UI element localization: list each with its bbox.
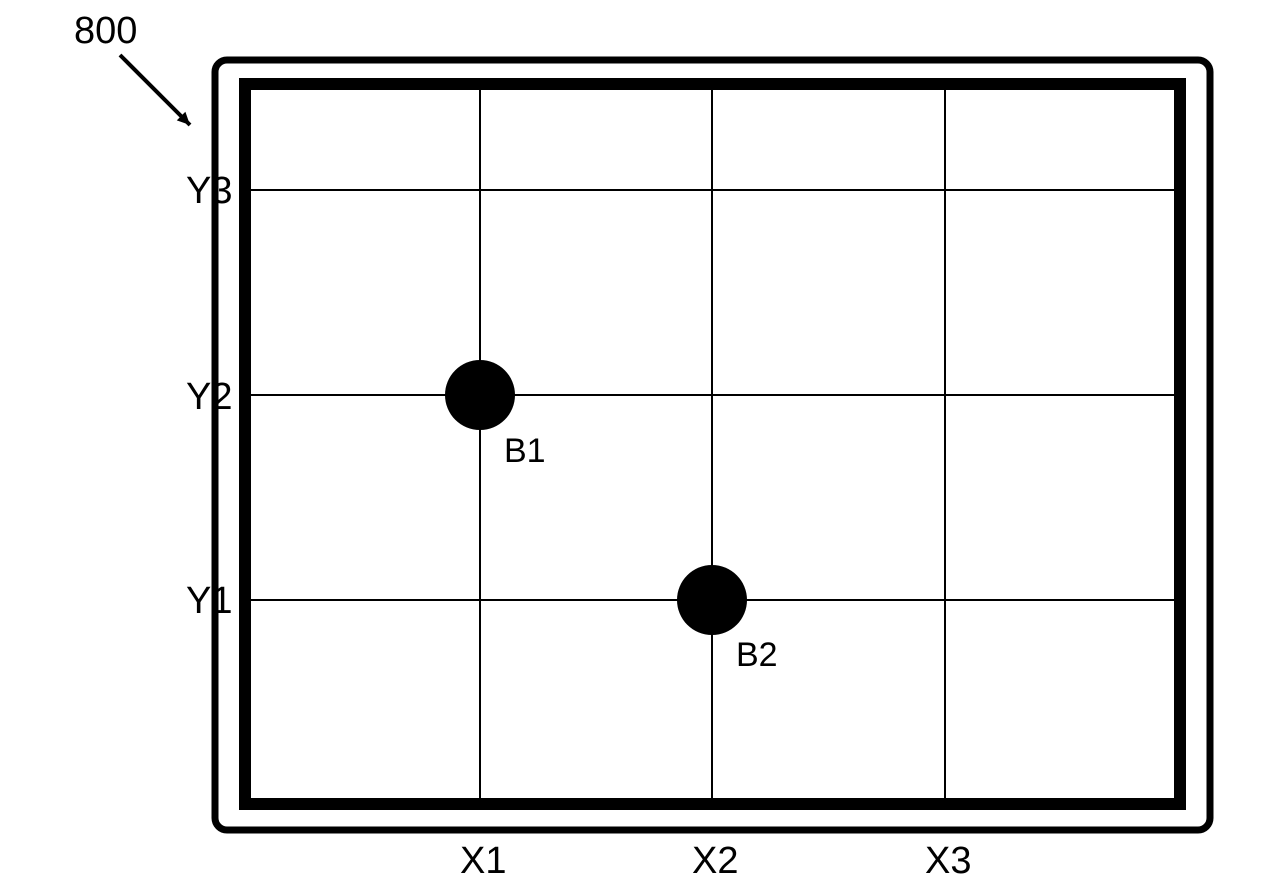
figure-ref-label: 800 [74,10,137,53]
x-axis-label-x2: X2 [692,840,738,883]
point-label-b1: B1 [504,432,546,471]
data-point-b1 [445,360,515,430]
diagram-svg [0,0,1267,896]
point-label-b2: B2 [736,636,778,675]
diagram-container: 800 X1 X2 X3 Y3 Y2 Y1 B1 B2 [0,0,1267,896]
x-axis-label-x1: X1 [460,840,506,883]
ref-pointer-arrow [120,55,190,125]
y-axis-label-y3: Y3 [186,170,232,213]
x-axis-label-x3: X3 [925,840,971,883]
y-axis-label-y2: Y2 [186,376,232,419]
data-point-b2 [677,565,747,635]
y-axis-label-y1: Y1 [186,580,232,623]
